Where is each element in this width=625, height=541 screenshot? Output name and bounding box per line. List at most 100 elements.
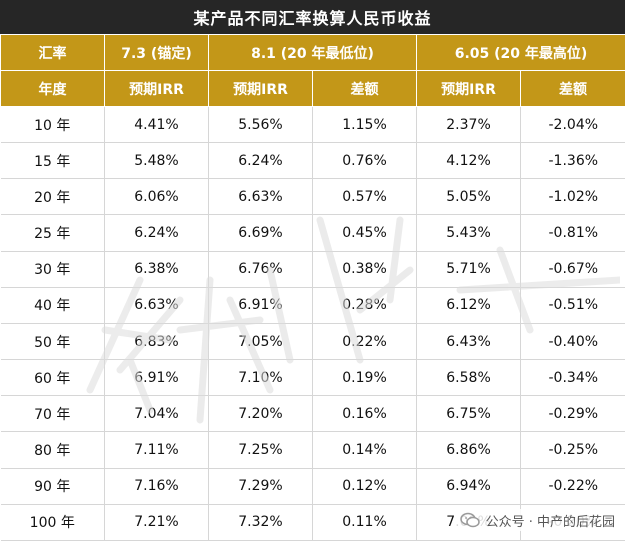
header-rate-label: 汇率 [0,34,105,71]
table-cell: 7.25% [208,431,313,469]
table-cell: -0.22% [520,467,625,505]
table-cell: 0.76% [311,142,418,180]
table-body: 10 年 4.41% 5.56% 1.15% 2.37% -2.04% 15 年 5.48% 6… [0,105,625,541]
table-cell: 0.19% [311,359,418,397]
table-row: 25 年 6.24% 6.69% 0.45% 5.43% -0.81% [0,214,625,252]
header-irr-high: 预期IRR [416,70,522,107]
table-cell: 0.57% [311,178,418,216]
table-cell: 6.76% [208,250,313,288]
table-cell: 6.58% [416,359,522,397]
table-cell: 7.10% [208,359,313,397]
table-cell: 6.63% [104,286,209,324]
table-cell: 7.16% [104,467,209,505]
table-cell: 0.14% [311,431,418,469]
table-cell: 0.28% [311,286,418,324]
header-rate-low: 8.1 (20 年最低位) [207,34,418,71]
exchange-rate-table: 汇率 7.3 (锚定) 8.1 (20 年最低位) 6.05 (20 年最高位)… [0,34,625,541]
table-cell: -0.40% [520,322,625,361]
table-cell: 70 年 [0,395,105,433]
table-cell: 0.38% [311,250,418,288]
table-cell: -2.04% [520,105,625,144]
table-cell: 6.69% [208,214,313,252]
table-cell: 5.43% [416,214,522,252]
footer-account: 公众号 · 中产的后花园 [455,509,619,531]
header-year: 年度 [0,70,105,107]
table-cell: 6.86% [416,431,522,469]
table-cell: 50 年 [0,322,105,361]
table-row: 40 年 6.63% 6.91% 0.28% 6.12% -0.51% [0,286,625,324]
table-cell: -0.81% [520,214,625,252]
table-cell: 0.16% [311,395,418,433]
footer-account-text: 公众号 · 中产的后花园 [485,514,615,530]
table-cell: -1.02% [520,178,625,216]
table-cell: -0.29% [520,395,625,433]
table-cell: 7.04% [104,395,209,433]
table-cell: 2.37% [416,105,522,144]
table-row: 90 年 7.16% 7.29% 0.12% 6.94% -0.22% [0,467,625,505]
table-cell: 7.20% [208,395,313,433]
table-cell: 100 年 [0,503,105,541]
table-cell: 0.12% [311,467,418,505]
table-cell: 30 年 [0,250,105,288]
table-cell: 7.05% [208,322,313,361]
table-cell: 80 年 [0,431,105,469]
table-cell: 10 年 [0,105,105,144]
wechat-icon [459,512,480,528]
table-cell: 7.21% [104,503,209,541]
table-cell: 60 年 [0,359,105,397]
table-cell: -0.34% [520,359,625,397]
table-cell: 0.22% [311,322,418,361]
table-cell: 4.12% [416,142,522,180]
table-cell: 5.05% [416,178,522,216]
table-row: 80 年 7.11% 7.25% 0.14% 6.86% -0.25% [0,431,625,469]
header-row-rate: 汇率 7.3 (锚定) 8.1 (20 年最低位) 6.05 (20 年最高位) [0,34,625,71]
table-cell: 0.45% [311,214,418,252]
table-cell: -1.36% [520,142,625,180]
table-cell: 0.11% [311,503,418,541]
table-cell: 5.48% [104,142,209,180]
table-cell: 20 年 [0,178,105,216]
table-cell: 6.24% [104,214,209,252]
header-row-columns: 年度 预期IRR 预期IRR 差额 预期IRR 差额 [0,70,625,107]
table-cell: 6.63% [208,178,313,216]
table-row: 60 年 6.91% 7.10% 0.19% 6.58% -0.34% [0,359,625,397]
table-title: 某产品不同汇率换算人民币收益 [0,0,625,34]
table-cell: 6.94% [416,467,522,505]
table-cell: 5.56% [208,105,313,144]
table-cell: -0.25% [520,431,625,469]
table-cell: 6.38% [104,250,209,288]
table-cell: 6.24% [208,142,313,180]
table-cell: 7.32% [208,503,313,541]
table-cell: 7.29% [208,467,313,505]
table-cell: 1.15% [311,105,418,144]
table-cell: 15 年 [0,142,105,180]
header-irr-low: 预期IRR [208,70,313,107]
table-row: 15 年 5.48% 6.24% 0.76% 4.12% -1.36% [0,142,625,180]
table-cell: 6.06% [104,178,209,216]
header-diff-high: 差额 [520,70,625,107]
header-irr-anchor: 预期IRR [104,70,209,107]
table-cell: 90 年 [0,467,105,505]
header-rate-high: 6.05 (20 年最高位) [416,34,625,71]
table-cell: -0.51% [520,286,625,324]
table-cell: 6.12% [416,286,522,324]
header-rate-anchor: 7.3 (锚定) [104,34,209,71]
table-cell: 4.41% [104,105,209,144]
table-cell: 6.75% [416,395,522,433]
table-cell: 5.71% [416,250,522,288]
header-diff-low: 差额 [311,70,418,107]
table-cell: 6.91% [104,359,209,397]
table-row: 10 年 4.41% 5.56% 1.15% 2.37% -2.04% [0,105,625,144]
table-cell: 6.91% [208,286,313,324]
table-row: 70 年 7.04% 7.20% 0.16% 6.75% -0.29% [0,395,625,433]
table-row: 50 年 6.83% 7.05% 0.22% 6.43% -0.40% [0,322,625,361]
table-row: 30 年 6.38% 6.76% 0.38% 5.71% -0.67% [0,250,625,288]
table-cell: 40 年 [0,286,105,324]
table-row: 20 年 6.06% 6.63% 0.57% 5.05% -1.02% [0,178,625,216]
table-cell: 6.43% [416,322,522,361]
table-cell: -0.67% [520,250,625,288]
table-cell: 25 年 [0,214,105,252]
table-cell: 6.83% [104,322,209,361]
table-cell: 7.11% [104,431,209,469]
